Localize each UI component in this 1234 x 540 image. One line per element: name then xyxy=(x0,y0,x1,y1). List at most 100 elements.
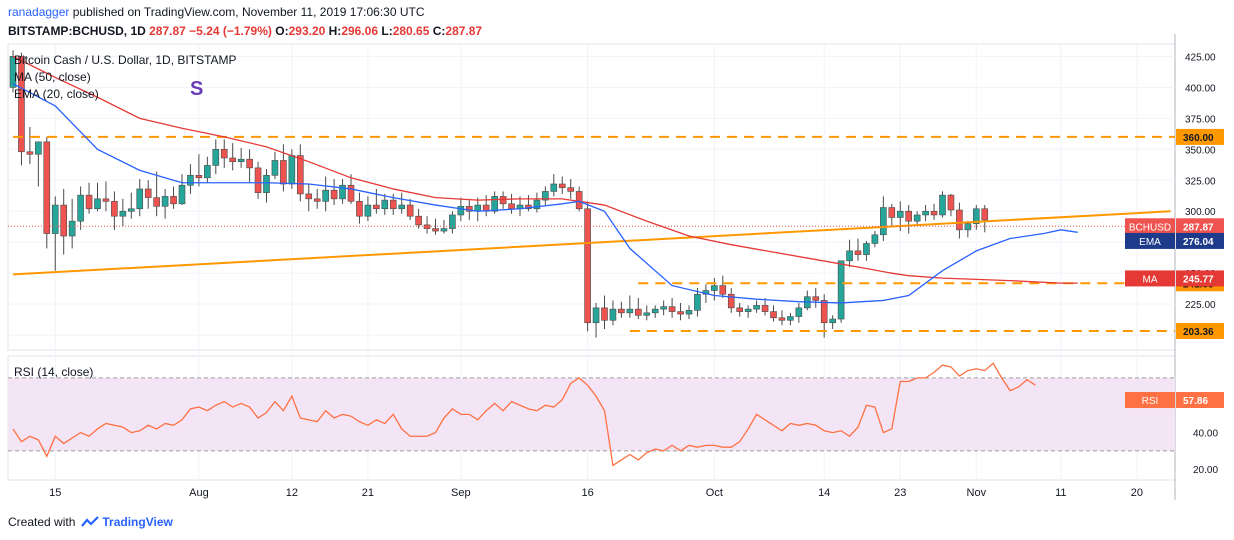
tradingview-logo-icon xyxy=(81,516,100,527)
candle-down xyxy=(26,151,34,155)
candle-up xyxy=(187,175,194,186)
price-tick-label: 350.00 xyxy=(1185,145,1216,156)
candle-up xyxy=(685,310,693,315)
candle-down xyxy=(330,189,338,200)
symbol: BITSTAMP:BCHUSD, 1D xyxy=(8,24,146,38)
candle-up xyxy=(643,312,651,316)
candle-down xyxy=(668,306,676,312)
candle-down xyxy=(415,215,422,226)
candle-down xyxy=(770,311,777,319)
candle-down xyxy=(60,204,68,237)
ma-tag-name: MA xyxy=(1143,274,1158,285)
rsi-tag-name: RSI xyxy=(1142,396,1159,407)
candle-down xyxy=(601,307,608,321)
candle-down xyxy=(727,293,735,309)
brand-label: TradingView xyxy=(102,515,173,529)
candle-down xyxy=(432,228,439,232)
candle-up xyxy=(398,204,406,210)
ema-legend[interactable]: EMA (20, close) xyxy=(14,87,99,101)
candle-down xyxy=(584,208,591,324)
candle-down xyxy=(812,296,820,301)
candle-up xyxy=(896,210,904,218)
candle-up xyxy=(263,175,270,193)
candles xyxy=(9,50,989,338)
candle-down xyxy=(254,167,262,193)
candle-up xyxy=(94,198,101,210)
last-price-tag-name: BCHUSD xyxy=(1129,222,1171,233)
rsi-tag-value-bg xyxy=(1176,392,1224,409)
ema-tag-name-bg xyxy=(1125,232,1175,249)
candle-down xyxy=(144,188,152,198)
time-tick-label: Nov xyxy=(967,487,987,499)
candle-down xyxy=(373,204,380,210)
candle-down xyxy=(508,203,515,210)
indicator-lines xyxy=(8,55,1175,467)
candle-down xyxy=(947,194,955,211)
time-tick-label: Sep xyxy=(451,487,471,499)
candle-down xyxy=(305,193,313,200)
candle-up xyxy=(457,205,465,216)
price-tick-label: 400.00 xyxy=(1185,83,1216,94)
price-tick-label: 300.00 xyxy=(1185,207,1216,218)
candle-up xyxy=(660,306,667,310)
candle-up xyxy=(339,184,346,200)
candle-up xyxy=(440,228,448,232)
time-tick-label: 14 xyxy=(818,487,830,499)
candle-up xyxy=(68,220,76,237)
candle-up xyxy=(837,260,845,320)
candle-up xyxy=(178,184,186,205)
ma-50-line xyxy=(12,55,1078,284)
candle-up xyxy=(533,199,541,210)
candle-up xyxy=(863,243,870,255)
rsi-band xyxy=(8,377,1175,452)
time-tick-label: Aug xyxy=(189,487,209,499)
candle-down xyxy=(820,300,828,324)
s-marker: S xyxy=(190,78,203,100)
candle-up xyxy=(161,196,169,207)
axis-tags: 360.00241.85203.36BCHUSD287.87EMA276.04M… xyxy=(1125,128,1224,409)
candle-up xyxy=(77,194,84,222)
rsi-line xyxy=(12,362,1036,467)
rsi-tag-value: 57.86 xyxy=(1183,396,1208,407)
close-value: 287.87 xyxy=(445,24,482,38)
candle-down xyxy=(888,207,896,218)
candle-up xyxy=(711,285,718,291)
candle-up xyxy=(204,165,211,179)
time-tick-label: Oct xyxy=(706,487,723,499)
tradingview-brand[interactable]: TradingView xyxy=(81,515,173,529)
candle-down xyxy=(499,196,507,205)
candle-up xyxy=(381,199,389,210)
high-value: 296.06 xyxy=(341,24,378,38)
level-tag-label: 203.36 xyxy=(1183,327,1214,338)
candle-down xyxy=(246,158,253,169)
candle-up xyxy=(795,307,803,317)
published-text: published on TradingView.com, November 1… xyxy=(73,5,425,19)
low-value: 280.65 xyxy=(393,24,430,38)
price-chart[interactable]: 425.00400.00375.00350.00325.00300.00275.… xyxy=(0,0,1234,510)
candle-down xyxy=(719,285,727,295)
candle-up xyxy=(288,155,296,185)
candle-up xyxy=(592,307,600,324)
candle-down xyxy=(296,155,304,195)
ma-tag-name-bg xyxy=(1125,270,1175,287)
ema-tag-value-bg xyxy=(1176,232,1224,249)
candle-up xyxy=(964,223,972,231)
candle-down xyxy=(43,141,51,234)
time-tick-label: 12 xyxy=(286,487,298,499)
candle-down xyxy=(313,198,321,202)
candle-down xyxy=(347,184,355,202)
symbol-info: BITSTAMP:BCHUSD, 1D 287.87 −5.24 (−1.79%… xyxy=(8,24,482,38)
high-label: H: xyxy=(329,24,342,38)
publish-info: ranadagger published on TradingView.com,… xyxy=(8,5,425,19)
candle-up xyxy=(364,204,372,217)
rsi-legend[interactable]: RSI (14, close) xyxy=(14,365,93,379)
ma-legend[interactable]: MA (50, close) xyxy=(14,70,91,84)
candle-up xyxy=(651,308,659,314)
candle-down xyxy=(423,224,431,229)
candle-up xyxy=(922,210,929,216)
candle-down xyxy=(981,208,989,221)
trendline xyxy=(12,210,1171,276)
author-link[interactable]: ranadagger xyxy=(8,5,69,19)
candle-down xyxy=(778,317,786,321)
candle-down xyxy=(930,210,938,216)
